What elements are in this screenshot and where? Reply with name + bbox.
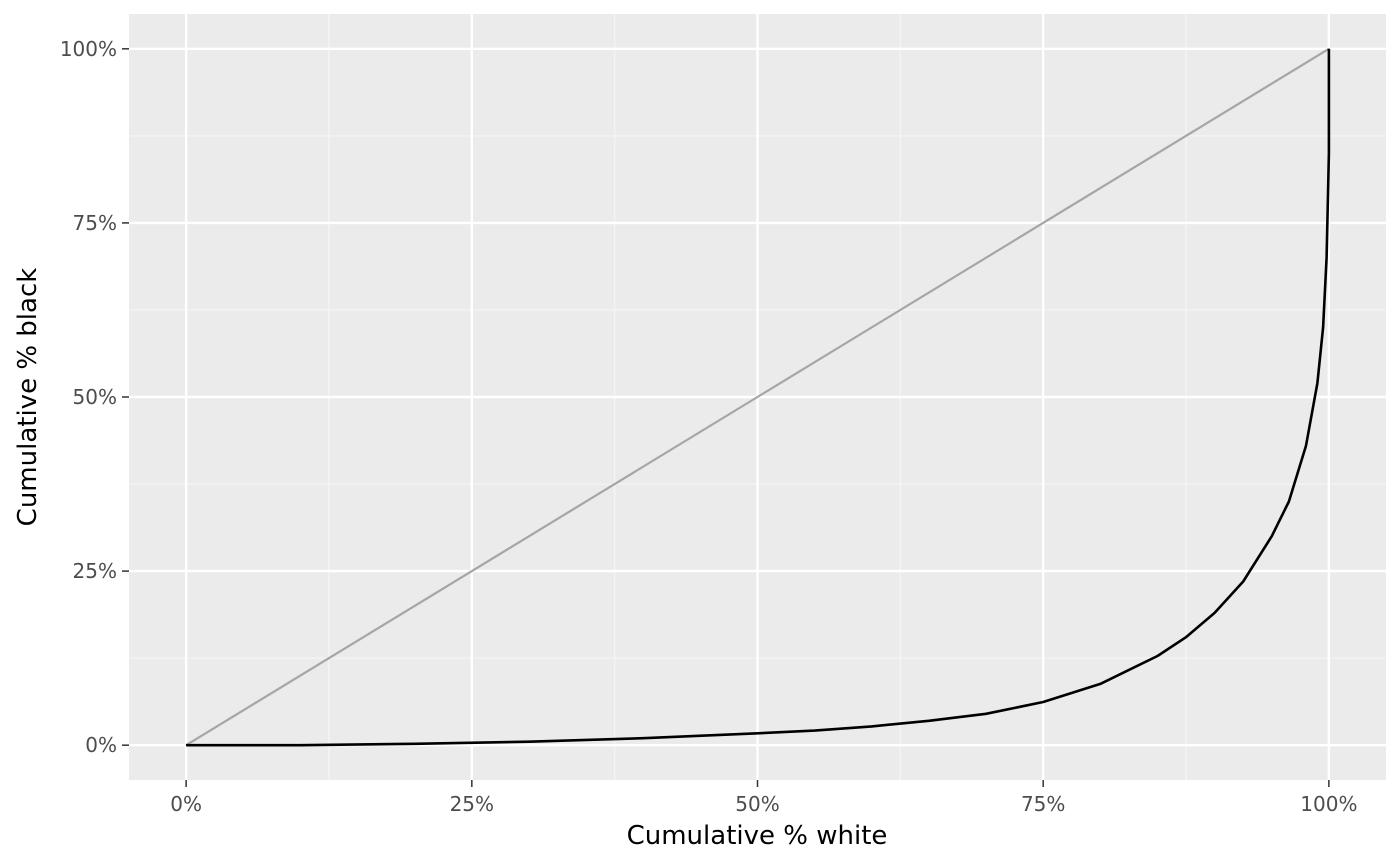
series-layer [185, 47, 1331, 747]
x-tick-label: 50% [735, 792, 779, 816]
y-axis: 0% 25% 50% 75% 100% [60, 37, 129, 757]
x-axis: 0% 25% 50% 75% 100% [170, 780, 1357, 816]
lorenz-curve-line [186, 48, 1331, 747]
y-tick-label: 50% [73, 385, 117, 409]
x-axis-title: Cumulative % white [627, 821, 888, 851]
x-tick-label: 100% [1300, 792, 1357, 816]
y-tick-label: 75% [73, 211, 117, 235]
y-tick-label: 0% [85, 733, 117, 757]
equality-reference-line [185, 47, 1330, 747]
y-axis-title: Cumulative % black [13, 268, 43, 527]
y-tick-label: 100% [60, 37, 117, 61]
x-tick-label: 0% [170, 792, 202, 816]
y-tick-label: 25% [73, 559, 117, 583]
x-tick-label: 25% [450, 792, 494, 816]
x-tick-label: 75% [1021, 792, 1065, 816]
